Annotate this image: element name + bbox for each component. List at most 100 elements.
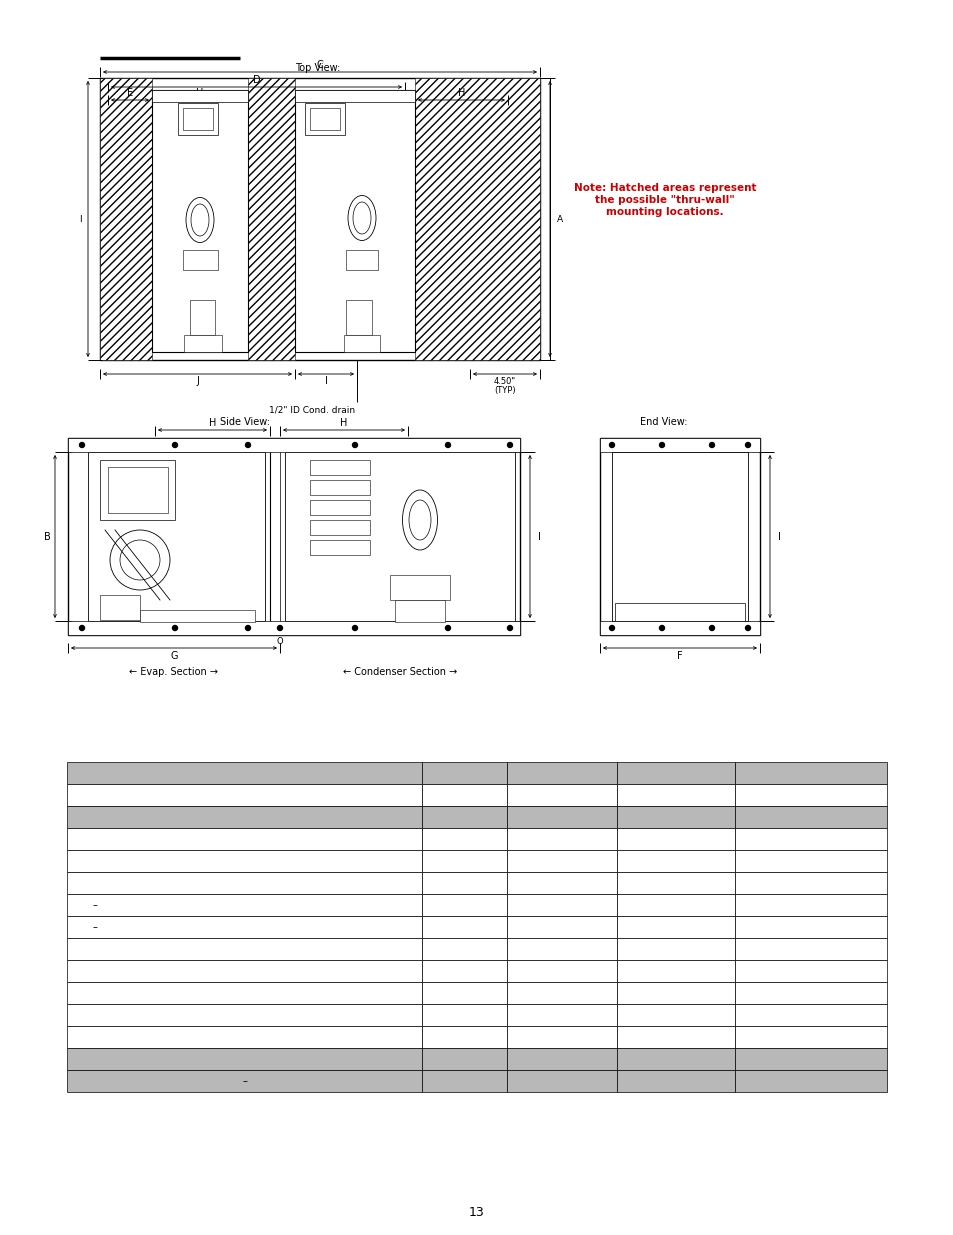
Text: H: H (196, 88, 204, 98)
Text: ← Evap. Section →: ← Evap. Section → (130, 667, 218, 677)
Bar (67, 1049, 421, 1070)
Bar (506, 806, 617, 827)
Bar (248, 78, 294, 359)
Bar (734, 1026, 886, 1049)
Bar (617, 894, 734, 916)
Circle shape (352, 625, 357, 631)
Text: A: A (557, 215, 562, 224)
Bar (617, 872, 734, 894)
Bar (68, 438, 519, 452)
Bar (506, 894, 617, 916)
Bar (612, 452, 747, 621)
Bar (617, 806, 734, 827)
Bar (310, 540, 370, 555)
Text: J: J (196, 375, 199, 387)
Text: H: H (209, 417, 216, 429)
Bar (67, 850, 421, 872)
Bar (617, 960, 734, 982)
Text: I: I (78, 215, 81, 224)
Bar (734, 806, 886, 827)
Bar (617, 1049, 734, 1070)
Bar (734, 850, 886, 872)
Bar (506, 939, 617, 960)
Bar (506, 1004, 617, 1026)
Bar (100, 78, 152, 359)
Bar (346, 249, 377, 270)
Bar (140, 610, 254, 622)
Bar (506, 1026, 617, 1049)
Bar (599, 438, 760, 452)
Bar (421, 784, 506, 806)
Bar (617, 916, 734, 939)
Ellipse shape (191, 204, 209, 236)
Text: O: O (276, 636, 283, 646)
Bar (100, 459, 174, 520)
Bar (285, 452, 515, 621)
Bar (67, 827, 421, 850)
Circle shape (659, 625, 664, 631)
Text: (TYP): (TYP) (494, 387, 516, 395)
Bar (734, 1004, 886, 1026)
Bar (421, 960, 506, 982)
Bar (617, 1026, 734, 1049)
Bar (68, 438, 519, 635)
Bar (67, 1070, 421, 1092)
Bar (421, 806, 506, 827)
Circle shape (352, 442, 357, 447)
Bar (599, 438, 760, 635)
Bar (617, 827, 734, 850)
Bar (67, 1004, 421, 1026)
Bar (615, 603, 744, 621)
Bar (506, 784, 617, 806)
Bar (67, 960, 421, 982)
Circle shape (79, 442, 85, 447)
Text: –: – (92, 923, 97, 932)
Bar (67, 982, 421, 1004)
Circle shape (709, 625, 714, 631)
Circle shape (659, 442, 664, 447)
Text: –: – (242, 1076, 247, 1086)
Bar (421, 1049, 506, 1070)
Bar (734, 982, 886, 1004)
Circle shape (609, 442, 614, 447)
Bar (190, 300, 214, 335)
Bar (734, 872, 886, 894)
Text: H: H (457, 88, 465, 98)
Bar (506, 872, 617, 894)
Bar (506, 960, 617, 982)
Circle shape (172, 442, 177, 447)
Bar (310, 480, 370, 495)
Bar (390, 576, 450, 600)
Bar (421, 1026, 506, 1049)
Circle shape (445, 625, 450, 631)
Bar (294, 90, 415, 103)
Bar (310, 107, 339, 130)
Circle shape (245, 442, 251, 447)
Bar (734, 827, 886, 850)
Bar (421, 827, 506, 850)
Bar (617, 784, 734, 806)
Bar (108, 467, 168, 513)
Bar (617, 1070, 734, 1092)
Bar (305, 103, 345, 135)
Bar (344, 335, 379, 352)
Bar (183, 249, 218, 270)
Bar (88, 452, 265, 621)
Bar (421, 982, 506, 1004)
Bar (100, 78, 539, 359)
Bar (421, 1004, 506, 1026)
Bar (506, 827, 617, 850)
Circle shape (507, 625, 512, 631)
Bar (421, 850, 506, 872)
Bar (421, 894, 506, 916)
Bar (617, 939, 734, 960)
Text: 4.50": 4.50" (494, 377, 516, 385)
Bar (617, 1004, 734, 1026)
Text: G: G (170, 651, 177, 661)
Bar (734, 939, 886, 960)
Bar (734, 762, 886, 784)
Bar (734, 960, 886, 982)
Bar (734, 894, 886, 916)
Circle shape (245, 625, 251, 631)
Bar (506, 1049, 617, 1070)
